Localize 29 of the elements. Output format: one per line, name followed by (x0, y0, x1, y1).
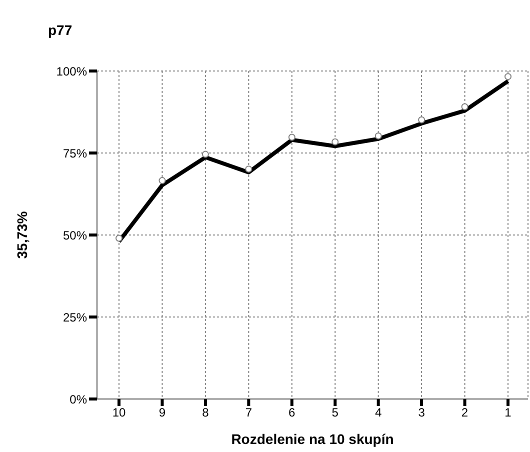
x-axis-title: Rozdelenie na 10 skupín (231, 431, 394, 447)
x-tick-label: 10 (112, 406, 126, 420)
point (288, 134, 296, 141)
y-tick-label: 75% (62, 146, 88, 160)
y-tick-label: 25% (62, 310, 88, 324)
x-tick-label: 4 (374, 406, 382, 420)
point (245, 166, 252, 173)
point (202, 150, 209, 158)
x-tick-label: 9 (158, 406, 166, 420)
line-series (117, 79, 510, 244)
y-axis-title: 35,73% (14, 210, 30, 259)
x-tick-label: 6 (288, 406, 296, 420)
point (418, 116, 426, 124)
point (461, 103, 468, 110)
x-tick-label: 5 (332, 406, 339, 420)
point (116, 234, 122, 242)
point (332, 138, 339, 146)
point (374, 132, 382, 140)
point (504, 73, 512, 80)
chart-title: p77 (48, 22, 72, 38)
point (158, 177, 166, 184)
x-tick-label: 8 (202, 406, 210, 420)
x-tick-label: 1 (504, 406, 512, 420)
x-tick-label: 3 (418, 406, 426, 420)
x-tick-label: 2 (461, 406, 468, 420)
y-tick-label: 50% (62, 228, 88, 242)
x-tick-label: 7 (245, 406, 252, 420)
y-tick-label: 100% (56, 64, 88, 78)
y-tick-label: 0% (70, 392, 88, 406)
